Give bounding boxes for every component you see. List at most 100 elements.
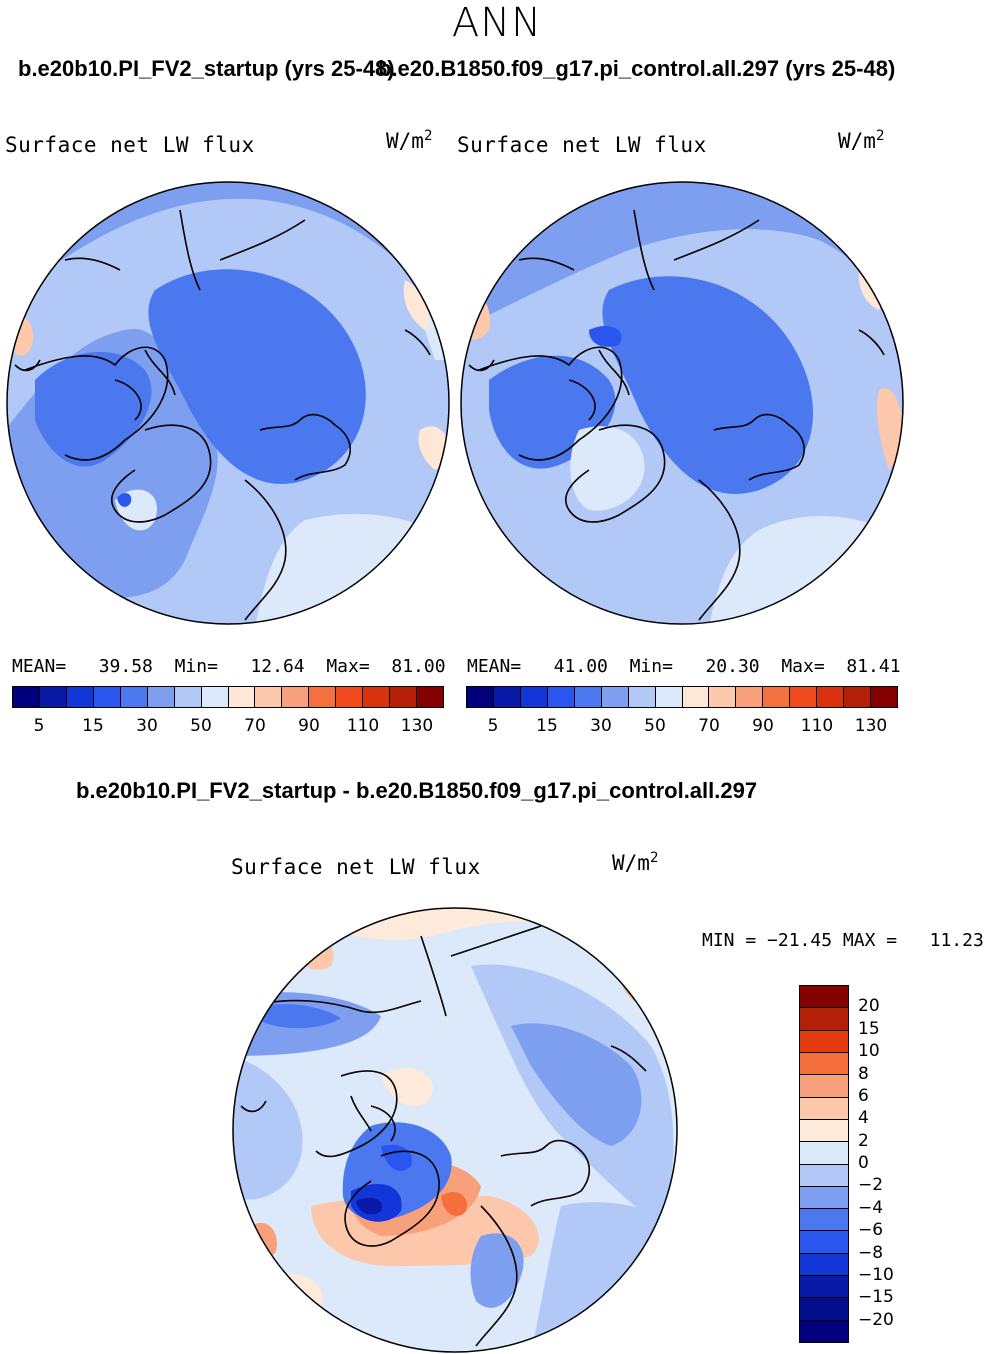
colorbar-swatch [601, 687, 629, 707]
colorbar-swatch [520, 687, 548, 707]
difference-colorbar [799, 985, 849, 1343]
colorbar-swatch [871, 687, 897, 707]
colorbar-swatch [800, 1209, 848, 1232]
colorbar-swatch [800, 1298, 848, 1321]
colorbar-swatch [390, 687, 418, 707]
colorbar-swatch [282, 687, 310, 707]
colorbar-swatch [800, 986, 848, 1009]
colorbar-swatch [147, 687, 175, 707]
colorbar-swatch [800, 1142, 848, 1165]
colorbar-swatch [228, 687, 256, 707]
colorbar-tick-label: −2 [858, 1175, 884, 1196]
colorbar-tick-label: 50 [644, 716, 666, 736]
right-panel-stats: MEAN= 41.00 Min= 20.30 Max= 81.41 [467, 656, 901, 677]
colorbar-tick-label: −10 [858, 1264, 894, 1285]
colorbar-tick-label: −4 [858, 1197, 884, 1218]
colorbar-tick-label: 8 [858, 1063, 869, 1084]
colorbar-swatch [13, 687, 40, 707]
left-panel-stats: MEAN= 39.58 Min= 12.64 Max= 81.00 [12, 656, 446, 677]
colorbar-tick-label: 2 [858, 1130, 869, 1151]
colorbar-swatch [800, 1276, 848, 1299]
colorbar-tick-label: 70 [244, 716, 266, 736]
difference-title: b.e20b10.PI_FV2_startup - b.e20.B1850.f0… [76, 778, 758, 803]
difference-panel-title: Surface net LW flux [231, 855, 481, 879]
colorbar-tick-label: 0 [858, 1153, 869, 1173]
colorbar-swatch [800, 1097, 848, 1120]
colorbar-tick-label: 6 [858, 1085, 869, 1106]
colorbar-swatch [655, 687, 683, 707]
colorbar-tick-label: 15 [858, 1018, 880, 1039]
right-panel-title: Surface net LW flux [457, 133, 707, 157]
colorbar-swatch [467, 687, 494, 707]
difference-panel-units: W/m2 [612, 850, 659, 875]
left-panel-title: Surface net LW flux [5, 133, 255, 157]
difference-polar-map [232, 907, 678, 1353]
colorbar-swatch [363, 687, 391, 707]
colorbar-swatch [800, 1075, 848, 1098]
colorbar-tick-label: 15 [536, 716, 558, 736]
colorbar-tick-label: 5 [487, 716, 499, 736]
colorbar-swatch [417, 687, 443, 707]
colorbar-tick-label: 90 [752, 716, 774, 736]
colorbar-swatch [763, 687, 791, 707]
colorbar-swatch [574, 687, 602, 707]
colorbar-swatch [736, 687, 764, 707]
colorbar-swatch [800, 1320, 848, 1342]
colorbar-tick-label: 15 [82, 716, 104, 736]
left-colorbar [12, 686, 444, 708]
colorbar-swatch [39, 687, 67, 707]
colorbar-tick-label: −15 [858, 1287, 894, 1308]
difference-colorbar-ticks: 20 15 10 8 6 4 2 0 −2 −4 −6 −8 −10 −15 −20 [858, 985, 918, 1343]
right-colorbar [466, 686, 898, 708]
colorbar-swatch [800, 1164, 848, 1187]
colorbar-swatch [120, 687, 148, 707]
left-case-title: b.e20b10.PI_FV2_startup (yrs 25-48) [18, 56, 395, 81]
colorbar-tick-label: −20 [858, 1309, 894, 1330]
colorbar-swatch [174, 687, 202, 707]
colorbar-tick-label: 110 [800, 716, 834, 736]
colorbar-tick-label: 70 [698, 716, 720, 736]
colorbar-tick-label: 5 [33, 716, 45, 736]
colorbar-tick-label: −8 [858, 1242, 884, 1263]
right-panel-units: W/m2 [838, 128, 885, 153]
colorbar-swatch [66, 687, 94, 707]
colorbar-tick-label: 30 [590, 716, 612, 736]
colorbar-swatch [800, 1253, 848, 1277]
left-polar-map [6, 181, 450, 625]
colorbar-swatch [682, 687, 710, 707]
colorbar-swatch [255, 687, 283, 707]
colorbar-swatch [628, 687, 656, 707]
right-polar-map [460, 181, 904, 625]
difference-minmax: MIN = −21.45 MAX = 11.23 [702, 930, 984, 951]
colorbar-tick-label: 4 [858, 1108, 869, 1129]
left-panel-units: W/m2 [386, 128, 433, 153]
colorbar-tick-label: 130 [400, 716, 434, 736]
colorbar-tick-label: 110 [346, 716, 380, 736]
colorbar-tick-label: 30 [136, 716, 158, 736]
left-colorbar-ticks: 5 15 30 50 70 90 110 130 [12, 716, 444, 738]
colorbar-swatch [790, 687, 818, 707]
colorbar-swatch [800, 1008, 848, 1031]
colorbar-swatch [800, 1231, 848, 1254]
colorbar-swatch [547, 687, 575, 707]
colorbar-tick-label: 130 [854, 716, 888, 736]
colorbar-swatch [844, 687, 872, 707]
right-case-title: b.e20.B1850.f09_g17.pi_control.all.297 (… [378, 56, 896, 81]
colorbar-swatch [709, 687, 737, 707]
colorbar-tick-label: −6 [858, 1220, 884, 1241]
colorbar-swatch [309, 687, 337, 707]
colorbar-swatch [800, 1052, 848, 1076]
colorbar-swatch [800, 1186, 848, 1210]
colorbar-tick-label: 20 [858, 996, 880, 1017]
colorbar-swatch [93, 687, 121, 707]
colorbar-swatch [493, 687, 521, 707]
season-title: ANN [451, 0, 543, 46]
colorbar-swatch [201, 687, 229, 707]
right-colorbar-ticks: 5 15 30 50 70 90 110 130 [466, 716, 898, 738]
colorbar-swatch [336, 687, 364, 707]
colorbar-tick-label: 10 [858, 1041, 880, 1062]
colorbar-swatch [800, 1030, 848, 1053]
colorbar-tick-label: 90 [298, 716, 320, 736]
colorbar-tick-label: 50 [190, 716, 212, 736]
colorbar-swatch [817, 687, 845, 707]
